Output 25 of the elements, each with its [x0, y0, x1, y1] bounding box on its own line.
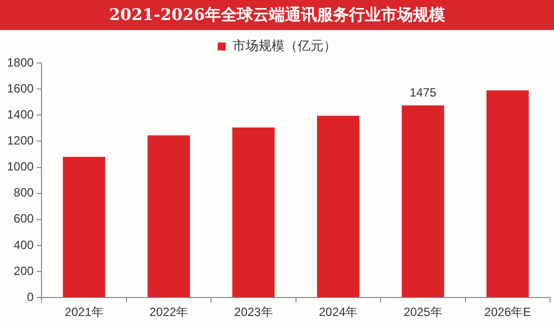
bar — [317, 116, 360, 298]
y-tick-label: 800 — [14, 186, 34, 200]
bar — [486, 90, 529, 298]
x-tick-label: 2024年 — [318, 305, 358, 320]
y-tick-label: 200 — [14, 264, 34, 278]
y-tick-label: 1600 — [6, 81, 34, 96]
x-tick-label: 2023年 — [234, 305, 273, 320]
chart-title: 2021-2026年全球云端通讯服务行业市场规模 — [0, 0, 554, 30]
bar — [62, 156, 106, 298]
x-tick-label: 2021年 — [64, 305, 104, 320]
bar — [148, 135, 190, 298]
y-tick-label: 1200 — [6, 134, 34, 148]
y-tick-label: 1000 — [6, 160, 34, 174]
y-tick-label: 0 — [27, 290, 34, 304]
y-tick-label: 1400 — [6, 107, 34, 122]
bar — [232, 128, 275, 298]
x-tick-label: 2022年 — [149, 305, 188, 320]
y-tick-label: 400 — [14, 238, 34, 252]
x-tick-label: 2026年E — [484, 305, 531, 320]
x-tick-label: 2025年 — [404, 305, 442, 320]
y-tick-label: 600 — [14, 212, 34, 226]
bar — [402, 105, 444, 298]
data-label: 1475 — [410, 86, 437, 100]
legend-label: 市场规模（亿元） — [232, 38, 336, 54]
y-tick-label: 1800 — [6, 55, 34, 70]
